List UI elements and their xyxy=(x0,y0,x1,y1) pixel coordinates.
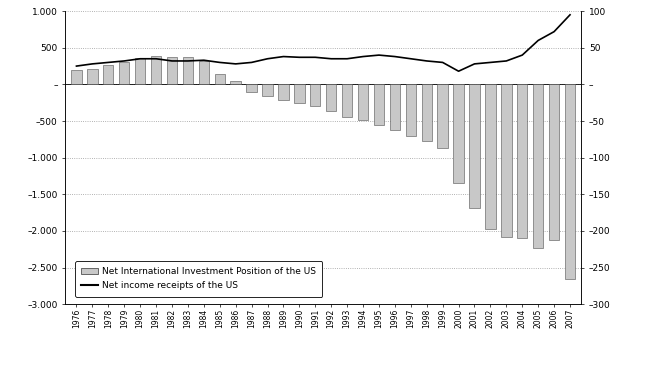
Bar xyxy=(103,65,114,85)
Bar xyxy=(135,58,146,85)
Legend: Net International Investment Position of the US, Net income receipts of the US: Net International Investment Position of… xyxy=(75,261,323,297)
Bar xyxy=(549,85,559,240)
Bar xyxy=(501,85,511,237)
Bar xyxy=(263,85,273,96)
Bar xyxy=(278,85,289,100)
Bar xyxy=(438,85,448,148)
Bar xyxy=(374,85,384,125)
Bar xyxy=(517,85,528,238)
Bar xyxy=(231,82,241,85)
Bar xyxy=(422,85,432,141)
Bar xyxy=(565,85,575,279)
Bar xyxy=(390,85,400,130)
Bar xyxy=(533,85,543,248)
Bar xyxy=(71,70,82,85)
Bar xyxy=(485,85,496,230)
Bar xyxy=(358,85,368,119)
Bar xyxy=(453,85,464,183)
Bar xyxy=(470,85,480,207)
Bar xyxy=(406,85,416,136)
Bar xyxy=(183,57,193,85)
Bar xyxy=(167,56,177,85)
Bar xyxy=(295,85,304,104)
Bar xyxy=(119,62,129,85)
Bar xyxy=(246,85,257,92)
Bar xyxy=(310,85,321,106)
Bar xyxy=(199,61,209,85)
Bar xyxy=(151,56,161,85)
Bar xyxy=(215,74,225,85)
Bar xyxy=(342,85,352,116)
Bar xyxy=(88,69,97,85)
Bar xyxy=(326,85,336,111)
